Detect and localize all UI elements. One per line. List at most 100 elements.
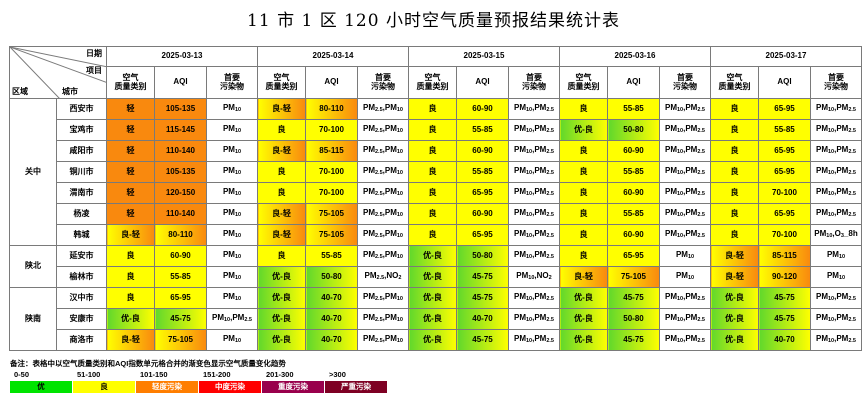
category-cell: 良-轻 [710, 245, 759, 267]
aqi-cell: 120-150 [154, 182, 207, 204]
corner-diagonal-lines [10, 47, 106, 98]
aqi-cell: 60-90 [456, 140, 509, 162]
pollutant-cell: PM10 [206, 119, 258, 141]
date-header: 2025-03-13 [106, 46, 258, 67]
aqi-cell: 75-105 [154, 329, 207, 351]
category-cell: 优-良 [257, 266, 306, 288]
corner-date-label: 日期 [86, 49, 102, 58]
category-cell: 轻 [106, 161, 155, 183]
pollutant-cell: PM10,PM2.5 [659, 287, 711, 309]
legend-range-label: 51-100 [77, 370, 101, 379]
pollutant-cell: PM2.5,PM10 [357, 329, 409, 351]
city-cell: 汉中市 [56, 287, 107, 309]
pollutant-cell: PM10,PM2.5 [508, 161, 560, 183]
aqi-cell: 60-90 [607, 140, 660, 162]
pollutant-cell: PM10,PM2.5 [810, 182, 862, 204]
category-cell: 良 [257, 161, 306, 183]
aqi-cell: 50-80 [305, 266, 358, 288]
aqi-cell: 50-80 [456, 245, 509, 267]
date-header: 2025-03-15 [408, 46, 560, 67]
aqi-cell: 65-95 [154, 287, 207, 309]
aqi-cell: 40-70 [305, 329, 358, 351]
aqi-cell: 60-90 [456, 203, 509, 225]
legend-range-label: 151-200 [203, 370, 231, 379]
category-cell: 优-良 [408, 287, 457, 309]
pollutant-cell: PM10 [659, 245, 711, 267]
category-cell: 优-良 [257, 329, 306, 351]
category-cell: 优-良 [408, 329, 457, 351]
category-cell: 良 [710, 98, 759, 120]
city-cell: 安康市 [56, 308, 107, 330]
col-header-pollutant: 首要 污染物 [659, 66, 711, 99]
pollutant-cell: PM2.5,PM10 [357, 245, 409, 267]
legend-level-swatch: 良 [73, 381, 136, 393]
aqi-cell: 55-85 [607, 161, 660, 183]
aqi-cell: 70-100 [758, 224, 811, 246]
pollutant-cell: PM2.5,NO2 [357, 266, 409, 288]
category-cell: 优-良 [559, 308, 608, 330]
aqi-cell: 65-95 [607, 245, 660, 267]
category-cell: 优-良 [710, 287, 759, 309]
aqi-cell: 110-140 [154, 140, 207, 162]
pollutant-cell: PM2.5,PM10 [357, 224, 409, 246]
pollutant-cell: PM10 [206, 182, 258, 204]
pollutant-cell: PM10,NO2 [508, 266, 560, 288]
category-cell: 良 [559, 224, 608, 246]
aqi-cell: 50-80 [607, 119, 660, 141]
header-corner: 日期 项目 区域 城市 [9, 46, 107, 99]
pollutant-cell: PM10,PM2.5 [508, 308, 560, 330]
pollutant-cell: PM2.5,PM10 [357, 308, 409, 330]
category-cell: 良 [710, 182, 759, 204]
category-cell: 良 [408, 203, 457, 225]
category-cell: 良 [257, 119, 306, 141]
legend-range-label: 0-50 [14, 370, 30, 379]
pollutant-cell: PM10,PM2.5 [206, 308, 258, 330]
col-header-pollutant: 首要 污染物 [206, 66, 258, 99]
category-cell: 优-良 [408, 245, 457, 267]
aqi-cell: 45-75 [758, 287, 811, 309]
pollutant-cell: PM10,PM2.5 [508, 329, 560, 351]
category-cell: 良 [408, 161, 457, 183]
region-cell: 陕北 [9, 245, 57, 288]
aqi-cell: 70-100 [305, 119, 358, 141]
pollutant-cell: PM10,PM2.5 [810, 329, 862, 351]
table-row: 安康市 优-良 45-75 PM10,PM2.5 优-良 40-70 PM2.5,PM10 优… [10, 308, 862, 330]
legend-level-swatch: 重度污染 [262, 381, 325, 393]
table-row: 陕北 延安市良 60-90 PM10 良 55-85 PM2.5,PM10 优-良 50-80 P… [9, 245, 862, 288]
pollutant-cell: PM10,PM2.5 [508, 203, 560, 225]
pollutant-cell: PM10 [810, 245, 862, 267]
aqi-cell: 55-85 [607, 98, 660, 120]
category-cell: 优-良 [710, 308, 759, 330]
category-cell: 优-良 [408, 266, 457, 288]
category-cell: 良 [559, 161, 608, 183]
category-cell: 良-轻 [710, 266, 759, 288]
aqi-cell: 75-105 [607, 266, 660, 288]
category-cell: 良 [408, 182, 457, 204]
category-cell: 优-良 [106, 308, 155, 330]
category-cell: 良 [710, 161, 759, 183]
category-cell: 良 [257, 182, 306, 204]
category-cell: 优-良 [710, 329, 759, 351]
date-header: 2025-03-14 [257, 46, 409, 67]
category-cell: 轻 [106, 140, 155, 162]
col-header-pollutant: 首要 污染物 [357, 66, 409, 99]
pollutant-cell: PM10,PM2.5 [659, 203, 711, 225]
col-header-category: 空气 质量类别 [710, 66, 759, 99]
pollutant-cell: PM10,PM2.5 [810, 308, 862, 330]
category-cell: 良 [408, 140, 457, 162]
table-row: 陕南 汉中市良 65-95 PM10 优-良 40-70 PM2.5,PM10 优-良 45-7… [9, 287, 862, 351]
category-cell: 轻 [106, 98, 155, 120]
aqi-cell: 85-115 [305, 140, 358, 162]
aqi-cell: 70-100 [305, 161, 358, 183]
category-cell: 优-良 [559, 119, 608, 141]
pollutant-cell: PM10,PM2.5 [508, 287, 560, 309]
category-cell: 良-轻 [106, 329, 155, 351]
legend-color-bar: 优良轻度污染 中度污染 重度污染 严重污染 [10, 381, 388, 393]
col-header-aqi: AQI [305, 66, 358, 99]
aqi-cell: 40-70 [456, 308, 509, 330]
pollutant-cell: PM10,PM2.5 [659, 308, 711, 330]
legend-range-label: 201-300 [266, 370, 294, 379]
category-cell: 良 [710, 119, 759, 141]
forecast-table: 日期 项目 区域 城市 2025-03-13 2025-03-14 2025-03-15 20… [9, 46, 862, 351]
category-cell: 轻 [106, 182, 155, 204]
